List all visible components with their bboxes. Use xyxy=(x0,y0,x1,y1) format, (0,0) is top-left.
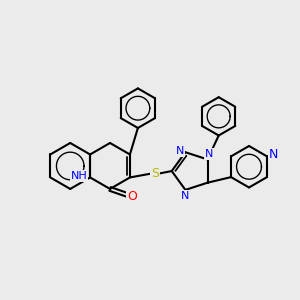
Text: N: N xyxy=(269,148,278,161)
Text: NH: NH xyxy=(70,171,87,181)
Text: N: N xyxy=(181,190,189,201)
Text: N: N xyxy=(176,146,184,156)
Text: O: O xyxy=(128,190,137,203)
Text: N: N xyxy=(205,149,213,159)
Text: S: S xyxy=(151,167,159,180)
